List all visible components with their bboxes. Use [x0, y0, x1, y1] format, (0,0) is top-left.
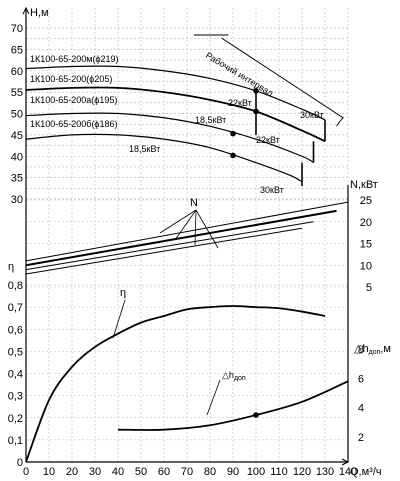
head-tick-label: 70 — [11, 23, 23, 35]
eff-axis-label: η — [8, 261, 14, 273]
head-tick-label: 65 — [11, 44, 23, 56]
interval-line — [221, 37, 344, 119]
eff-tick-label: 0,3 — [8, 391, 23, 403]
head-series-label: 1К100-65-200м(ϕ219) — [30, 54, 119, 64]
head-series-label: 1К100-65-200а(ϕ195) — [30, 95, 117, 105]
efficiency-curve — [25, 305, 326, 463]
head-series-label: 1К100-65-200(ϕ205) — [30, 74, 112, 84]
head-tick-label: 35 — [11, 173, 23, 185]
eff-tick-label: 0,8 — [8, 280, 23, 292]
power-rating-label: 30кВт — [260, 185, 284, 195]
head-curve — [25, 86, 326, 143]
working-interval-label: Рабочий интервал — [204, 50, 275, 98]
power-rating-label: 18,5кВт — [129, 144, 160, 154]
power-tick-label: 10 — [360, 260, 372, 272]
power-label-leader — [194, 209, 197, 246]
duty-point — [230, 130, 236, 137]
chart-series — [25, 34, 349, 463]
power-label-leader — [159, 209, 197, 234]
npsh-tick-label: 8 — [358, 344, 364, 356]
x-tick-label: 100 — [247, 466, 265, 478]
x-tick-label: 70 — [181, 466, 193, 478]
efficiency-leader — [112, 299, 126, 339]
head-tick-label: 40 — [11, 151, 23, 163]
power-rating-label: 30кВт — [300, 110, 324, 120]
power-tick-label: 25 — [360, 195, 372, 207]
efficiency-label: η — [120, 287, 126, 299]
duty-point — [230, 152, 236, 159]
eff-tick-label: 0,4 — [8, 369, 23, 381]
power-curve — [25, 227, 303, 275]
head-curve — [25, 65, 326, 121]
x-tick-label: 30 — [89, 466, 101, 478]
x-tick-label: 110 — [270, 466, 288, 478]
eff-tick-label: 0,6 — [8, 324, 23, 336]
power-tick-label: 20 — [360, 217, 372, 229]
npsh-label: △hдоп — [222, 370, 246, 382]
x-tick-label: 60 — [158, 466, 170, 478]
x-tick-label: 20 — [66, 466, 78, 478]
head-curve — [25, 133, 303, 183]
interval-tick — [336, 116, 344, 127]
eff-tick-label: 0 — [17, 457, 23, 469]
head-axis-arrow — [22, 6, 30, 15]
head-axis-label: H,м — [30, 7, 49, 19]
head-tick-label: 50 — [11, 109, 23, 121]
npsh-axis-label: △hдоп,м — [354, 343, 391, 356]
power-label-leader — [174, 209, 197, 241]
x-tick-label: 140 — [339, 466, 357, 478]
npsh-tick-label: 4 — [358, 403, 364, 415]
x-tick-label: 130 — [316, 466, 334, 478]
eff-tick-label: 0,1 — [8, 435, 23, 447]
power-rating-label: 22кВт — [228, 98, 252, 108]
chart-axes: 0 10 20 30 40 50 60 70 80 90 100 110 120 130 140Q,м³/ч… — [8, 6, 391, 478]
head-tick-label: 45 — [11, 130, 23, 142]
npsh-leader — [206, 379, 221, 416]
power-tick-label: 5 — [366, 282, 372, 294]
x-tick-label: 10 — [43, 466, 55, 478]
npsh-tick-label: 6 — [358, 373, 364, 385]
head-tick-label: 55 — [11, 87, 23, 99]
power-tick-label: 15 — [360, 239, 372, 251]
x-tick-label: 50 — [135, 466, 147, 478]
x-tick-label: 120 — [293, 466, 311, 478]
power-curve — [25, 209, 337, 267]
power-curve — [25, 221, 314, 271]
chart-grid — [25, 8, 349, 463]
power-label-leader — [195, 209, 219, 249]
eff-tick-label: 0,2 — [8, 413, 23, 425]
npsh-curve — [117, 380, 349, 431]
npsh-tick-label: 2 — [358, 432, 364, 444]
x-tick-label: 40 — [112, 466, 124, 478]
head-tick-label: 60 — [11, 66, 23, 78]
npsh-point — [253, 412, 259, 418]
power-axis-label: N,кВт — [350, 179, 378, 191]
x-axis-label: Q,м³/ч — [350, 466, 382, 478]
eff-tick-label: 0,7 — [8, 302, 23, 314]
head-series-label: 1К100-65-200б(ϕ186) — [30, 119, 118, 129]
q-axis-arrow — [341, 458, 350, 466]
power-rating-label: 22кВт — [256, 135, 280, 145]
power-curve — [25, 201, 349, 262]
x-tick-label: 80 — [204, 466, 216, 478]
head-curve — [25, 112, 314, 164]
head-tick-label: 30 — [11, 194, 23, 206]
x-tick-label: 90 — [227, 466, 239, 478]
x-tick-label: 0 — [23, 466, 29, 478]
power-series-label: N — [190, 197, 198, 209]
eff-tick-label: 0,5 — [8, 346, 23, 358]
power-rating-label: 18,5кВт — [195, 115, 226, 125]
